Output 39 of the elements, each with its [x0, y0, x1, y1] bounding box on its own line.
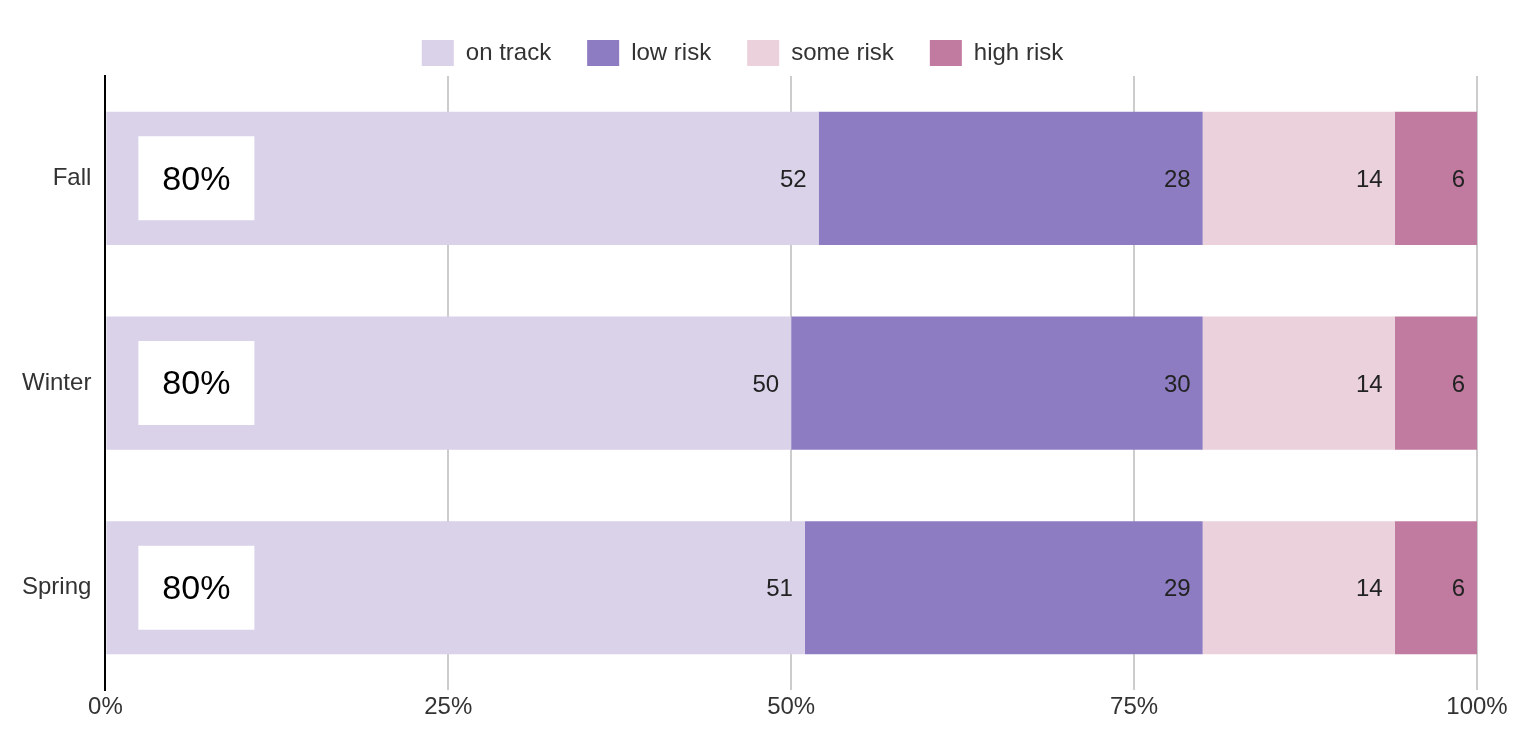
data-label: 14: [1356, 164, 1383, 192]
data-label: 51: [766, 574, 793, 602]
x-tick-label: 100%: [1446, 692, 1508, 720]
bar: [804, 521, 1203, 655]
bar: [106, 316, 792, 450]
data-label: 28: [1163, 164, 1191, 192]
y-tick-label: Spring: [22, 572, 92, 600]
y-tick-label: Fall: [52, 162, 92, 190]
annotation: 80%: [162, 568, 231, 607]
data-label: 6: [1451, 574, 1465, 602]
data-label: 14: [1356, 369, 1383, 397]
legend-label: on track: [465, 37, 553, 65]
data-label: 6: [1451, 369, 1465, 397]
bar: [106, 111, 819, 245]
data-label: 6: [1451, 164, 1465, 192]
x-tick-label: 50%: [767, 692, 816, 720]
data-label: 52: [779, 164, 807, 192]
bar: [1202, 521, 1395, 655]
bar: [1394, 316, 1477, 450]
bar: [106, 521, 805, 655]
x-tick-label: 75%: [1110, 692, 1159, 720]
annotation: 80%: [162, 158, 231, 197]
x-tick-label: 0%: [88, 692, 123, 720]
bar: [818, 111, 1203, 245]
x-tick-label: 25%: [424, 692, 473, 720]
bar: [1394, 521, 1477, 655]
data-label: 14: [1356, 574, 1383, 602]
data-label: 29: [1163, 574, 1191, 602]
bar: [1394, 111, 1477, 245]
annotation: 80%: [162, 363, 231, 402]
legend-label: high risk: [973, 37, 1065, 65]
bar: [1202, 111, 1395, 245]
data-label: 30: [1163, 369, 1191, 397]
bar: [1202, 316, 1395, 450]
legend-label: low risk: [631, 37, 713, 65]
data-label: 50: [752, 369, 780, 397]
bar: [791, 316, 1203, 450]
legend-label: some risk: [791, 37, 895, 65]
y-tick-label: Winter: [22, 367, 92, 395]
